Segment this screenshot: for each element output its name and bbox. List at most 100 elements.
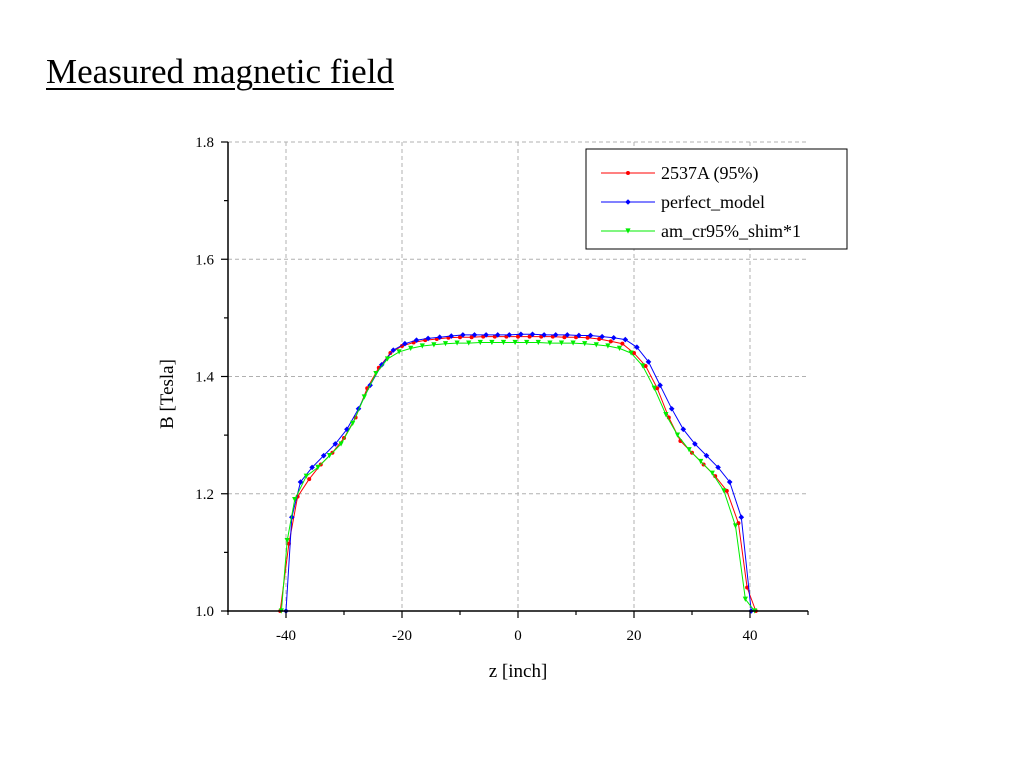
series-1-point-19 — [494, 332, 501, 338]
legend-label: 2537A (95%) — [661, 163, 759, 184]
series-2-point-38 — [709, 470, 715, 476]
series-2-point-2 — [292, 497, 298, 503]
series-1-point-9 — [378, 361, 385, 368]
series-2-point-17 — [466, 340, 472, 346]
series-2-point-4 — [315, 464, 321, 470]
series-0-point-22 — [527, 334, 532, 339]
series-1-point-20 — [506, 332, 513, 338]
series-1-point-25 — [564, 332, 571, 338]
slide-title: Measured magnetic field — [46, 52, 394, 91]
series-1-point-35 — [680, 426, 687, 433]
series-1-point-32 — [645, 359, 652, 365]
series-2-point-9 — [373, 370, 379, 377]
series-1-point-17 — [471, 332, 478, 338]
series-2-point-35 — [674, 432, 681, 438]
y-tick-label: 1.2 — [195, 487, 214, 503]
series-2-point-6 — [338, 441, 344, 447]
series-1-point-38 — [715, 464, 721, 471]
series-1-point-24 — [552, 332, 559, 338]
series-1-point-34 — [668, 405, 675, 412]
series-2-point-39 — [721, 488, 727, 494]
series-0-point-16 — [458, 335, 462, 340]
series-2-point-40 — [732, 523, 739, 529]
series-0-point-32 — [643, 363, 648, 368]
series-0-point-25 — [562, 335, 567, 340]
series-1-point-33 — [657, 382, 663, 389]
series-1-point-3 — [309, 464, 315, 471]
x-tick-label: -20 — [392, 628, 412, 644]
series-2-point-27 — [582, 341, 588, 347]
series-2-point-26 — [570, 340, 576, 346]
series-1-point-27 — [587, 332, 594, 339]
series-2-point-16 — [454, 340, 460, 346]
series-0-point-39 — [724, 488, 729, 493]
series-2-point-14 — [431, 342, 437, 348]
series-2-point-37 — [698, 458, 704, 465]
series-1-point-10 — [390, 347, 397, 353]
y-tick-label: 1.4 — [195, 370, 214, 386]
series-1-point-18 — [483, 332, 489, 338]
series-0-point-17 — [469, 335, 474, 340]
series-2-point-5 — [326, 453, 333, 459]
series-2-point-21 — [512, 339, 518, 346]
series-2-point-31 — [628, 350, 634, 356]
legend-label: am_cr95%_shim*1 — [661, 221, 801, 241]
y-tick-label: 1.0 — [195, 604, 214, 620]
series-1-point-31 — [634, 344, 640, 350]
series-2-point-3 — [303, 473, 309, 479]
series-1-point-2 — [297, 479, 304, 485]
series-2-point-1 — [284, 538, 290, 544]
series-2-point-8 — [361, 394, 367, 400]
series-line-1 — [285, 333, 752, 612]
series-0-point-29 — [608, 339, 613, 344]
legend-label: perfect_model — [661, 192, 765, 212]
series-1-point-37 — [703, 452, 710, 459]
series-0-point-41 — [745, 585, 750, 590]
series-2-point-12 — [408, 345, 414, 351]
series-0-point-30 — [620, 341, 625, 346]
axes: -40 -20 0 20 40 1.0 1.2 1.4 1.6 1.8 — [195, 135, 809, 644]
series-2-point-32 — [640, 363, 646, 369]
series-2-point-19 — [489, 339, 495, 346]
series-1-point-28 — [599, 333, 605, 340]
x-tick-label: -40 — [276, 628, 296, 644]
series-1-point-16 — [460, 332, 466, 338]
legend-box — [585, 148, 848, 250]
series-1-point-14 — [436, 334, 443, 341]
legend-swatch-marker — [625, 228, 631, 234]
series-2-point-41 — [742, 596, 748, 602]
series-2-point-29 — [605, 343, 611, 349]
series-2-point-30 — [616, 345, 623, 351]
series-2-point-25 — [558, 340, 565, 346]
series-1-point-36 — [692, 441, 698, 447]
series-2-point-28 — [593, 342, 599, 348]
series-0-point-31 — [632, 351, 636, 356]
series-0-point-21 — [516, 334, 520, 339]
series-1-point-30 — [622, 336, 629, 343]
series-1-point-5 — [332, 441, 339, 447]
y-tick-label: 1.6 — [195, 252, 214, 268]
series-0-point-33 — [655, 386, 660, 391]
series-2-point-23 — [535, 339, 541, 346]
series-2-point-13 — [419, 343, 425, 349]
series-2-point-36 — [686, 447, 692, 453]
series-1-point-21 — [518, 331, 524, 338]
series-0-point-38 — [713, 474, 718, 479]
series-2-point-7 — [350, 420, 356, 426]
y-tick-label: 1.8 — [195, 135, 214, 151]
series-1-point-29 — [610, 335, 617, 341]
x-tick-label: 40 — [743, 628, 758, 644]
series-2-point-20 — [500, 339, 507, 346]
x-tick-label: 20 — [627, 628, 642, 644]
series-1-point-22 — [529, 331, 536, 338]
series-2-point-15 — [442, 341, 449, 347]
legend-swatch-marker — [626, 171, 630, 175]
series-0-point-27 — [585, 335, 590, 340]
series-2-point-10 — [384, 356, 391, 362]
series-1-point-23 — [541, 332, 547, 338]
series-2-point-18 — [477, 339, 483, 346]
x-axis-label: z [inch] — [489, 661, 548, 682]
y-axis-label: B [Tesla] — [157, 359, 178, 429]
series-1-point-12 — [413, 337, 420, 343]
